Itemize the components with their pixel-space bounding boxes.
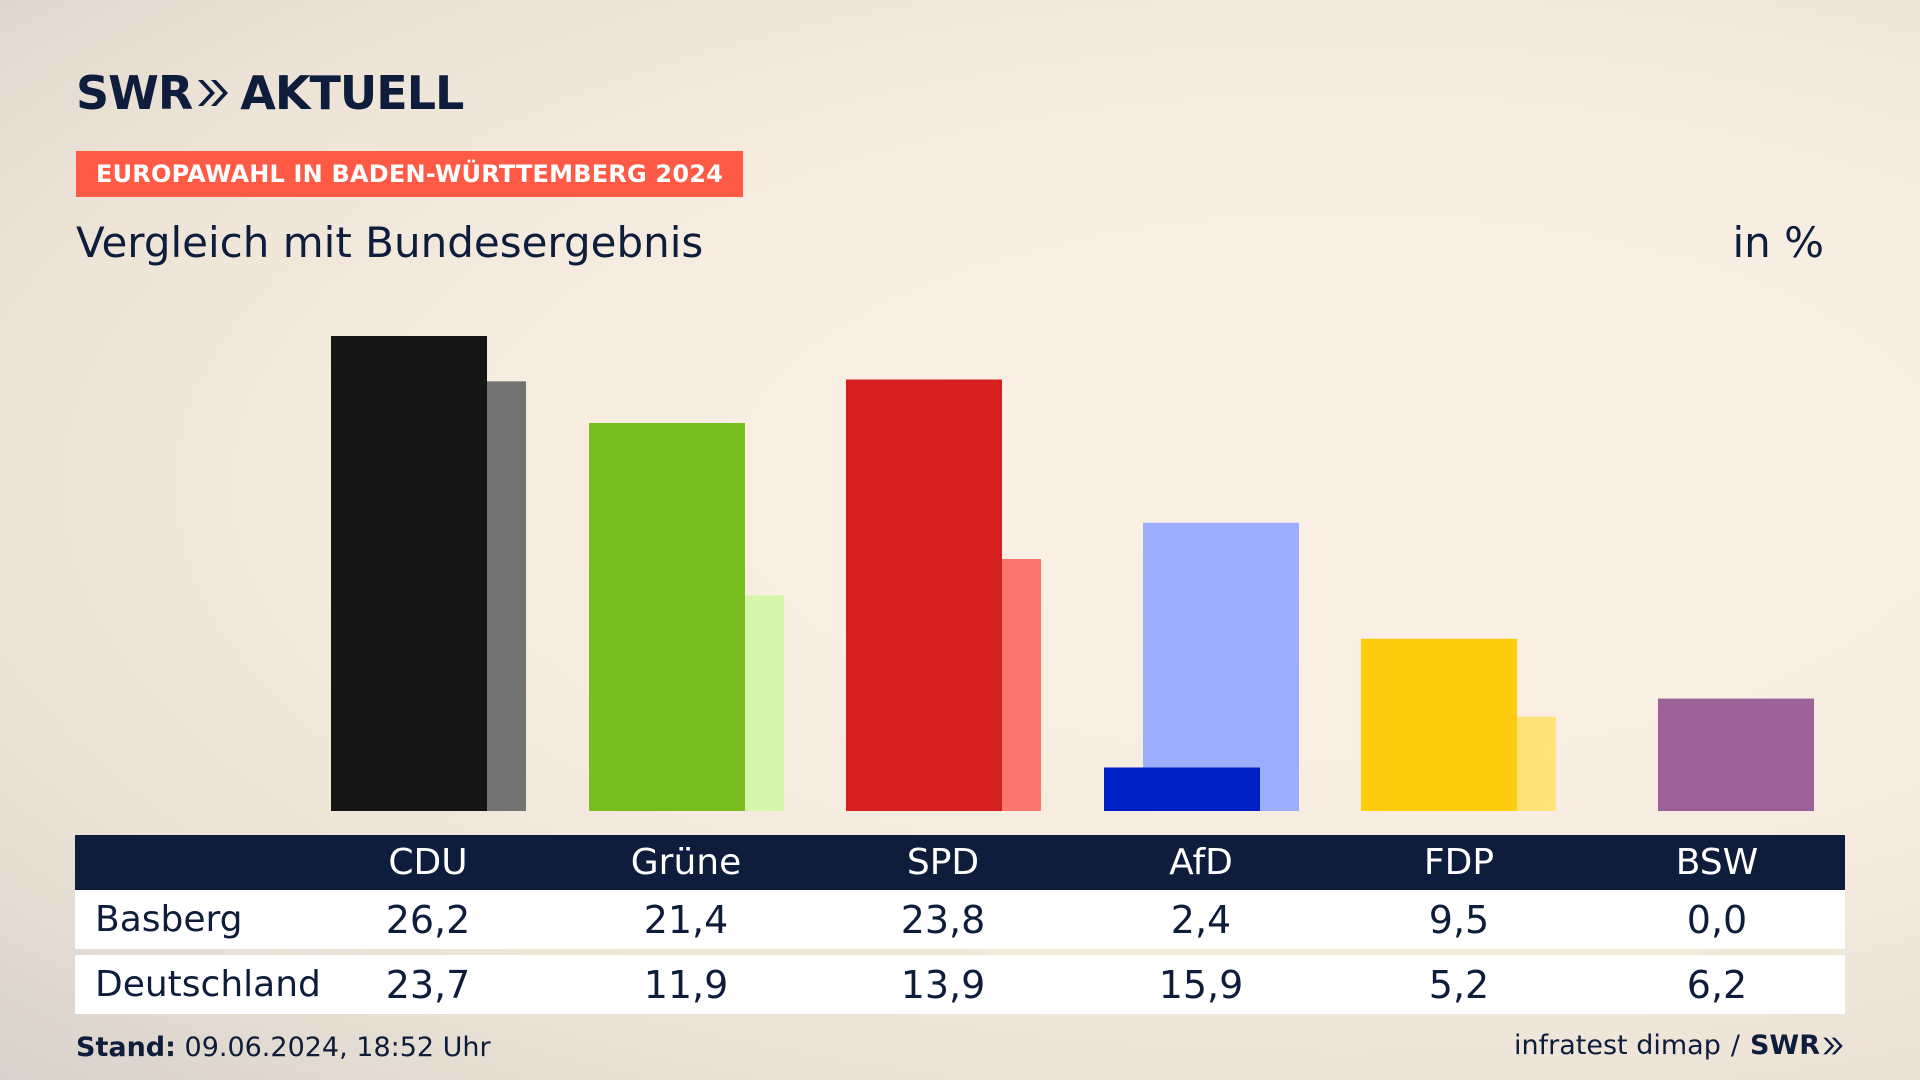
source-text: infratest dimap — [1514, 1030, 1721, 1061]
header-afd: AfD — [1169, 842, 1233, 883]
unit-label: in % — [1732, 218, 1824, 267]
table-cell: 6,2 — [1686, 962, 1748, 1007]
row-label: Deutschland — [95, 964, 321, 1005]
swr-mini-text: SWR — [1749, 1030, 1820, 1061]
table-cell: 0,0 — [1686, 897, 1748, 942]
table-cell: 26,2 — [385, 897, 471, 942]
results-table: CDU Grüne SPD AfD FDP BSW Basberg 26,2 2… — [75, 835, 1845, 1014]
bar-fdp-basberg — [1361, 638, 1517, 811]
table-cell: 2,4 — [1170, 897, 1232, 942]
election-banner: EUROPAWAHL IN BADEN-WÜRTTEMBERG 2024 — [76, 151, 744, 197]
bar-bsw-deutschland — [1658, 698, 1814, 811]
mini-chevrons-icon — [1823, 1037, 1843, 1054]
bar-grne-deutschland — [628, 595, 784, 811]
header-cdu: CDU — [388, 842, 468, 883]
logo-swr-text: SWR — [76, 66, 193, 120]
header-spd: SPD — [906, 842, 980, 883]
table-row: Deutschland 23,7 11,9 13,9 15,9 5,2 6,2 — [75, 955, 1845, 1014]
bar-grne-basberg — [589, 423, 745, 811]
table-cell: 23,7 — [385, 962, 471, 1007]
table-cell: 23,8 — [900, 897, 986, 942]
row-label: Basberg — [95, 899, 243, 940]
table-cell: 5,2 — [1428, 962, 1490, 1007]
logo-chevrons-icon — [196, 76, 230, 110]
table-row: Basberg 26,2 21,4 23,8 2,4 9,5 0,0 — [75, 890, 1845, 949]
bar-afd-basberg — [1104, 767, 1260, 811]
source-separator: / — [1730, 1030, 1740, 1061]
timestamp: Stand: 09.06.2024, 18:52 Uhr — [76, 1032, 491, 1063]
swr-mini-logo: SWR — [1750, 1030, 1844, 1061]
logo-aktuell-text: AKTUELL — [240, 66, 464, 120]
bar-spd-deutschland — [885, 558, 1041, 811]
header-bsw: BSW — [1675, 842, 1759, 883]
swr-aktuell-logo: SWR AKTUELL — [76, 66, 464, 120]
header-gruene: Grüne — [630, 842, 742, 883]
bar-fdp-deutschland — [1400, 716, 1556, 811]
table-cell: 11,9 — [643, 962, 729, 1007]
bar-chart — [331, 336, 1814, 811]
bar-cdu-deutschland — [370, 381, 526, 811]
header-fdp: FDP — [1423, 842, 1495, 883]
chart-subtitle: Vergleich mit Bundesergebnis — [76, 218, 704, 267]
stand-label: Stand: — [76, 1032, 176, 1063]
source-credit: infratest dimap / SWR — [1514, 1030, 1844, 1061]
bar-spd-basberg — [846, 379, 1002, 811]
stand-value: 09.06.2024, 18:52 Uhr — [184, 1032, 491, 1063]
table-cell: 15,9 — [1158, 962, 1244, 1007]
table-cell: 13,9 — [900, 962, 986, 1007]
bar-afd-deutschland — [1143, 522, 1299, 811]
table-cell: 21,4 — [643, 897, 729, 942]
table-cell: 9,5 — [1428, 897, 1490, 942]
bar-cdu-basberg — [331, 336, 487, 811]
table-header: CDU Grüne SPD AfD FDP BSW — [75, 835, 1845, 890]
